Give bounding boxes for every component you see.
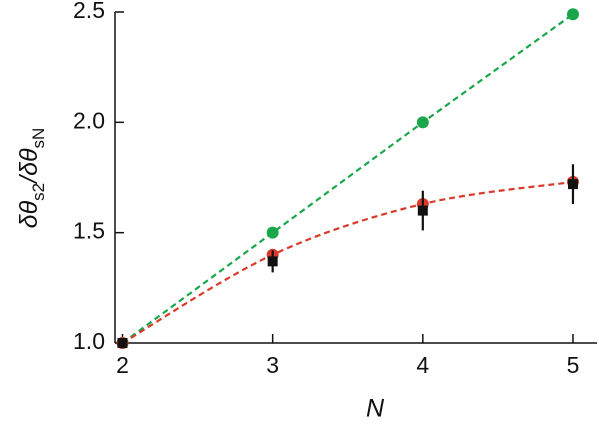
y-label-part: sN: [29, 128, 48, 149]
x-tick-label: 3: [266, 352, 279, 378]
point: [417, 205, 428, 216]
y-tick-label: 2.0: [73, 107, 105, 133]
y-tick-label: 2.5: [73, 0, 105, 23]
x-tick-label: 2: [116, 352, 129, 378]
y-axis-label: δθs2/δθsN: [15, 128, 48, 229]
point: [566, 8, 579, 21]
y-label-part: /δθ: [15, 148, 43, 185]
y-tick-label: 1.5: [73, 218, 105, 244]
point: [416, 116, 429, 129]
point: [567, 179, 578, 190]
x-tick-label: 4: [416, 352, 429, 378]
dashed-line: [121, 13, 574, 344]
y-tick-label: 1.0: [73, 328, 105, 354]
x-axis-label: N: [366, 395, 385, 423]
dashed-line: [121, 180, 574, 344]
y-label-part: s2: [29, 183, 48, 201]
point: [267, 256, 278, 267]
y-label-part: δθ: [15, 200, 43, 228]
point: [266, 226, 279, 239]
x-tick-label: 5: [567, 352, 580, 378]
point: [117, 338, 128, 348]
